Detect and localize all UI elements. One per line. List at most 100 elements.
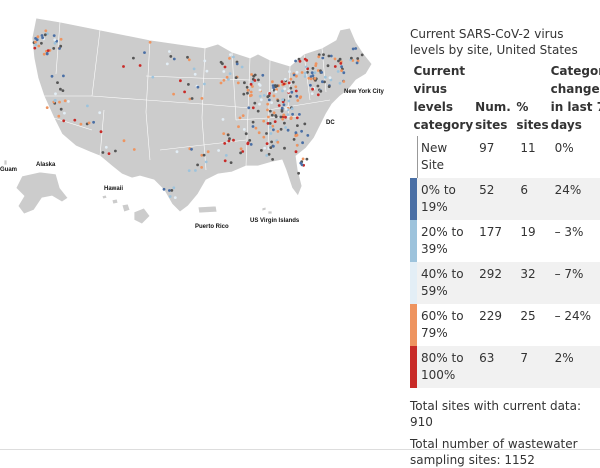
site-dot bbox=[47, 49, 50, 52]
site-dot bbox=[62, 89, 65, 92]
site-dot bbox=[306, 134, 309, 137]
site-dot bbox=[143, 51, 146, 54]
site-dot bbox=[301, 141, 304, 144]
site-dot bbox=[268, 153, 271, 156]
site-dot bbox=[224, 66, 227, 69]
site-dot bbox=[186, 56, 189, 59]
site-dot bbox=[250, 143, 253, 146]
site-dot bbox=[294, 85, 297, 88]
category-cell: 0% to 19% bbox=[414, 178, 476, 220]
site-dot bbox=[250, 83, 253, 86]
site-dot bbox=[261, 74, 264, 77]
site-dot bbox=[287, 100, 290, 103]
site-dot bbox=[64, 99, 67, 102]
site-dot bbox=[80, 123, 83, 126]
site-dot bbox=[295, 90, 298, 93]
site-dot bbox=[299, 95, 302, 98]
site-dot bbox=[245, 132, 248, 135]
site-dot bbox=[265, 154, 268, 157]
site-dot bbox=[53, 34, 56, 37]
site-dot bbox=[283, 83, 286, 86]
category-cell: 60% to 79% bbox=[414, 304, 476, 346]
site-dot bbox=[340, 69, 343, 72]
site-dot bbox=[327, 64, 330, 67]
site-dot bbox=[193, 68, 196, 71]
site-dot bbox=[222, 132, 225, 135]
site-dot bbox=[169, 195, 172, 198]
site-dot bbox=[271, 114, 274, 117]
site-dot bbox=[296, 116, 299, 119]
legend-row: 80% to 100% 63 7 2% bbox=[414, 346, 600, 388]
site-dot bbox=[203, 83, 206, 86]
site-dot bbox=[276, 84, 279, 87]
site-dot bbox=[288, 70, 291, 73]
site-dot bbox=[352, 48, 355, 51]
site-dot bbox=[266, 103, 269, 106]
site-dot bbox=[268, 99, 271, 102]
site-dot bbox=[356, 57, 359, 60]
site-dot bbox=[168, 189, 171, 192]
site-dot bbox=[194, 169, 197, 172]
site-dot bbox=[239, 117, 242, 120]
site-dot bbox=[179, 79, 182, 82]
site-dot bbox=[281, 110, 284, 113]
site-dot bbox=[295, 95, 298, 98]
site-dot bbox=[281, 107, 284, 110]
site-dot bbox=[266, 95, 269, 98]
site-dot bbox=[272, 86, 275, 89]
site-dot bbox=[342, 71, 345, 74]
site-dot bbox=[314, 64, 317, 67]
site-dot bbox=[263, 147, 266, 150]
site-dot bbox=[284, 78, 287, 81]
site-dot bbox=[287, 113, 290, 116]
site-dot bbox=[339, 62, 342, 65]
site-dot bbox=[52, 47, 55, 50]
map-label-new-york-city: New York City bbox=[344, 89, 384, 95]
alaska-shape bbox=[16, 172, 68, 214]
site-dot bbox=[122, 65, 125, 68]
site-dot bbox=[259, 95, 262, 98]
site-dot bbox=[284, 126, 287, 129]
site-dot bbox=[257, 110, 260, 113]
site-dot bbox=[206, 70, 209, 73]
site-dot bbox=[289, 95, 292, 98]
site-dot bbox=[236, 63, 239, 66]
site-dot bbox=[40, 42, 43, 45]
site-dot bbox=[252, 106, 255, 109]
site-dot bbox=[288, 82, 291, 85]
site-dot bbox=[290, 91, 293, 94]
site-dot bbox=[86, 105, 89, 108]
site-dot bbox=[225, 154, 228, 157]
site-dot bbox=[56, 81, 59, 84]
us-site-map[interactable]: New York City DC Guam Alaska Hawaii Puer… bbox=[0, 0, 400, 260]
site-dot bbox=[207, 150, 210, 153]
site-dot bbox=[258, 131, 261, 134]
site-dot bbox=[197, 86, 200, 89]
legend-row: 40% to 59% 292 32 – 7% bbox=[414, 262, 600, 304]
site-dot bbox=[271, 158, 274, 161]
site-dot bbox=[269, 122, 272, 125]
legend-row: 0% to 19% 52 6 24% bbox=[414, 178, 600, 220]
site-dot bbox=[57, 115, 60, 118]
site-dot bbox=[223, 142, 226, 145]
map-label-alaska: Alaska bbox=[36, 162, 56, 168]
site-dot bbox=[37, 45, 40, 48]
site-dot bbox=[249, 94, 252, 97]
site-dot bbox=[311, 92, 314, 95]
map-label-puerto-rico: Puerto Rico bbox=[195, 224, 229, 230]
site-dot bbox=[174, 196, 177, 199]
site-dot bbox=[265, 132, 268, 135]
site-dot bbox=[293, 138, 296, 141]
site-dot bbox=[246, 86, 249, 89]
site-dot bbox=[334, 65, 337, 68]
site-dot bbox=[203, 154, 206, 157]
site-dot bbox=[255, 127, 258, 130]
panel-title: Current SARS-CoV-2 virus levels by site,… bbox=[410, 26, 598, 58]
site-dot bbox=[194, 73, 197, 76]
site-dot bbox=[269, 110, 272, 113]
site-dot bbox=[200, 166, 203, 169]
site-dot bbox=[254, 74, 257, 77]
site-dot bbox=[259, 89, 262, 92]
site-dot bbox=[258, 103, 261, 106]
site-dot bbox=[266, 142, 269, 145]
